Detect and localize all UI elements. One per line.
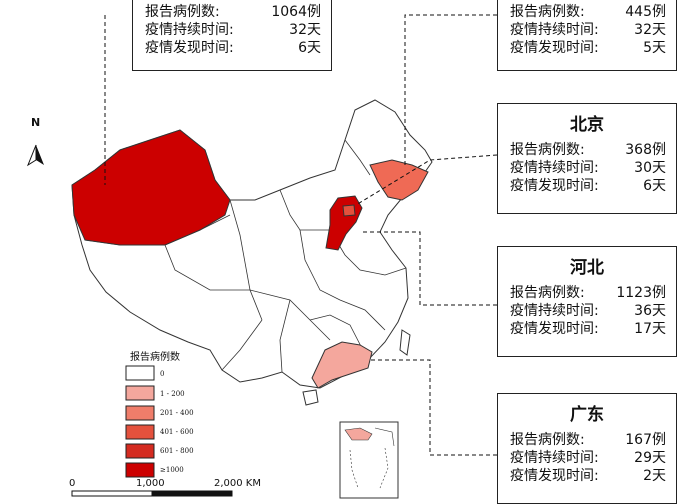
callout-beijing: 北京 报告病例数: 368例 疫情持续时间: 30天 疫情发现时间: 6天 — [497, 103, 677, 214]
row-label: 报告病例数: — [145, 4, 220, 20]
row-value: 6天 — [298, 40, 321, 56]
row-value: 32天 — [634, 22, 666, 38]
south-china-sea-inset — [339, 421, 399, 499]
scale-label-2000: 2,000 KM — [214, 478, 261, 489]
province-boundaries — [84, 139, 407, 373]
callout-row: 疫情持续时间: 32天 — [498, 21, 676, 39]
leader-hebei — [360, 231, 497, 306]
row-value: 30天 — [634, 160, 666, 176]
row-value: 36天 — [634, 303, 666, 319]
callout-guangdong: 广东 报告病例数: 167例 疫情持续时间: 29天 疫情发现时间: 2天 — [497, 393, 677, 504]
callout-title: 河北 — [570, 258, 604, 278]
scale-bar — [71, 490, 233, 497]
row-value: 368例 — [625, 142, 666, 158]
leader-beijing — [355, 154, 498, 206]
legend-swatch-3 — [125, 424, 155, 440]
row-label: 疫情发现时间: — [145, 40, 234, 56]
row-value: 29天 — [634, 450, 666, 466]
legend-label-2: 201 - 400 — [160, 409, 194, 417]
row-label: 报告病例数: — [510, 432, 585, 448]
row-label: 报告病例数: — [510, 142, 585, 158]
row-label: 疫情持续时间: — [145, 22, 234, 38]
callout-row: 报告病例数: 1123例 — [498, 284, 676, 302]
legend-swatch-5 — [125, 462, 155, 478]
row-value: 1064例 — [271, 4, 321, 20]
legend-label-1: 1 - 200 — [160, 390, 185, 398]
region-xinjiang — [71, 129, 231, 246]
legend-swatch-1 — [125, 385, 155, 401]
row-label: 疫情持续时间: — [510, 303, 599, 319]
row-value: 445例 — [625, 4, 666, 20]
callout-row: 疫情发现时间: 6天 — [498, 177, 676, 195]
callout-xinjiang: 报告病例数: 1064例 疫情持续时间: 32天 疫情发现时间: 6天 — [132, 0, 332, 71]
callout-hebei: 河北 报告病例数: 1123例 疫情持续时间: 36天 疫情发现时间: 17天 — [497, 246, 677, 357]
callout-row: 疫情持续时间: 36天 — [498, 302, 676, 320]
row-value: 32天 — [289, 22, 321, 38]
legend-title: 报告病例数 — [130, 352, 180, 363]
legend-label-3: 401 - 600 — [160, 428, 194, 436]
region-taiwan — [399, 329, 411, 356]
region-guangdong — [311, 341, 373, 389]
legend-label-5: ≥1000 — [160, 466, 184, 474]
north-arrow-icon — [26, 144, 44, 167]
region-beijing — [342, 204, 356, 217]
legend-label-0: 0 — [160, 370, 165, 378]
callout-row: 报告病例数: 167例 — [498, 431, 676, 449]
callout-row: 疫情持续时间: 32天 — [133, 21, 331, 39]
legend-swatches — [125, 365, 155, 478]
row-label: 疫情发现时间: — [510, 178, 599, 194]
scale-label-0: 0 — [69, 478, 76, 489]
row-label: 疫情发现时间: — [510, 468, 599, 484]
row-value: 17天 — [634, 321, 666, 337]
row-label: 报告病例数: — [510, 4, 585, 20]
callout-row: 疫情发现时间: 17天 — [498, 320, 676, 338]
legend-swatch-4 — [125, 443, 155, 459]
row-label: 疫情持续时间: — [510, 160, 599, 176]
callout-row: 报告病例数: 1064例 — [133, 3, 331, 21]
leader-liaoning — [404, 14, 497, 165]
row-value: 2天 — [643, 468, 666, 484]
legend-swatch-0 — [125, 365, 155, 381]
callout-liaoning: 报告病例数: 445例 疫情持续时间: 32天 疫情发现时间: 5天 — [497, 0, 677, 71]
legend-label-4: 601 - 800 — [160, 447, 194, 455]
callout-title: 北京 — [570, 115, 604, 135]
legend-swatch-2 — [125, 405, 155, 421]
callout-row: 报告病例数: 368例 — [498, 141, 676, 159]
row-value: 1123例 — [616, 285, 666, 301]
callout-row: 报告病例数: 445例 — [498, 3, 676, 21]
region-hainan — [302, 389, 319, 406]
north-label: N — [31, 116, 41, 129]
row-value: 6天 — [643, 178, 666, 194]
callout-row: 疫情发现时间: 2天 — [498, 467, 676, 485]
row-label: 报告病例数: — [510, 285, 585, 301]
row-label: 疫情持续时间: — [510, 450, 599, 466]
row-label: 疫情发现时间: — [510, 40, 599, 56]
row-value: 167例 — [625, 432, 666, 448]
callout-title: 广东 — [570, 405, 604, 425]
callout-row: 疫情持续时间: 30天 — [498, 159, 676, 177]
row-label: 疫情发现时间: — [510, 321, 599, 337]
callout-row: 疫情发现时间: 6天 — [133, 39, 331, 57]
callout-row: 疫情持续时间: 29天 — [498, 449, 676, 467]
row-label: 疫情持续时间: — [510, 22, 599, 38]
leader-guangdong — [370, 359, 497, 456]
callout-row: 疫情发现时间: 5天 — [498, 39, 676, 57]
leader-lines — [104, 14, 498, 456]
row-value: 5天 — [643, 40, 666, 56]
scale-label-1000: 1,000 — [136, 478, 165, 489]
